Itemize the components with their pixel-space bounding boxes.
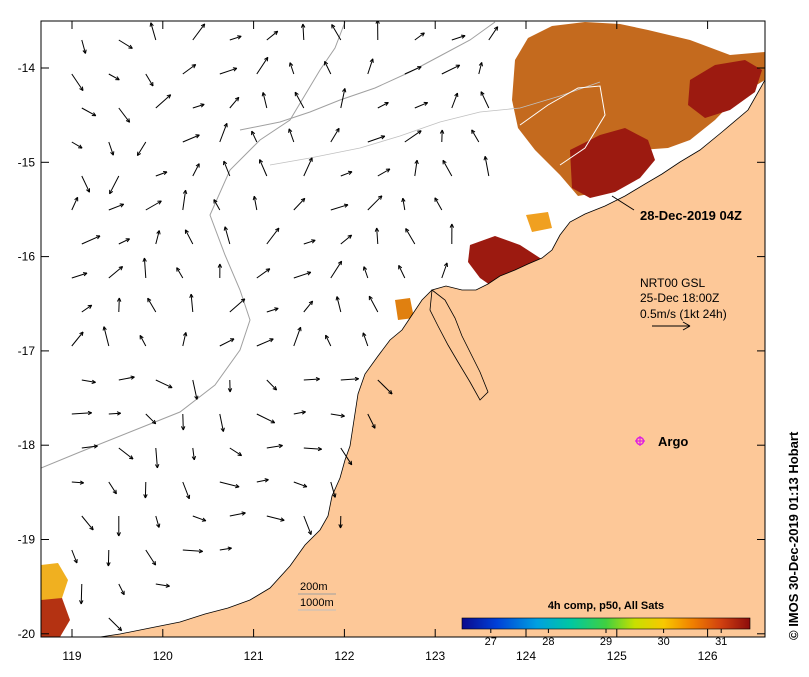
credit-label: © IMOS 30-Dec-2019 01:13 Hobart (786, 431, 801, 640)
colorbar-tick-label: 28 (542, 636, 554, 648)
colorbar-tick-label: 29 (600, 636, 612, 648)
contour-legend-1000m: 1000m (300, 597, 334, 609)
lat-tick-label: -17 (18, 344, 36, 358)
current-time-label: 25-Dec 18:00Z (640, 291, 719, 305)
colorbar-tick-label: 30 (657, 636, 669, 648)
lat-tick-label: -14 (18, 61, 36, 75)
colorbar-tick-label: 31 (715, 636, 727, 648)
colorbar-tick-label: 27 (485, 636, 497, 648)
lon-tick-label: 120 (153, 649, 173, 663)
lat-tick-label: -19 (18, 533, 36, 547)
lon-tick-label: 122 (334, 649, 354, 663)
lat-tick-label: -16 (18, 250, 36, 264)
lon-tick-label: 119 (62, 649, 81, 663)
lon-tick-label: 121 (244, 649, 264, 663)
lon-tick-label: 123 (425, 649, 445, 663)
lon-tick-label: 125 (607, 649, 627, 663)
argo-label: Argo (658, 434, 688, 449)
colorbar-title: 4h comp, p50, All Sats (548, 600, 664, 612)
contour-legend-200m: 200m (300, 581, 328, 593)
lat-tick-label: -15 (18, 155, 36, 169)
lat-tick-label: -20 (18, 627, 36, 641)
colorbar (462, 618, 750, 629)
current-scale-label: 0.5m/s (1kt 24h) (640, 307, 727, 321)
lon-tick-label: 126 (698, 649, 718, 663)
lon-tick-label: 124 (516, 649, 536, 663)
swath-time-label: 28-Dec-2019 04Z (640, 208, 742, 223)
lat-tick-label: -18 (18, 438, 36, 452)
current-product-label: NRT00 GSL (640, 276, 705, 290)
